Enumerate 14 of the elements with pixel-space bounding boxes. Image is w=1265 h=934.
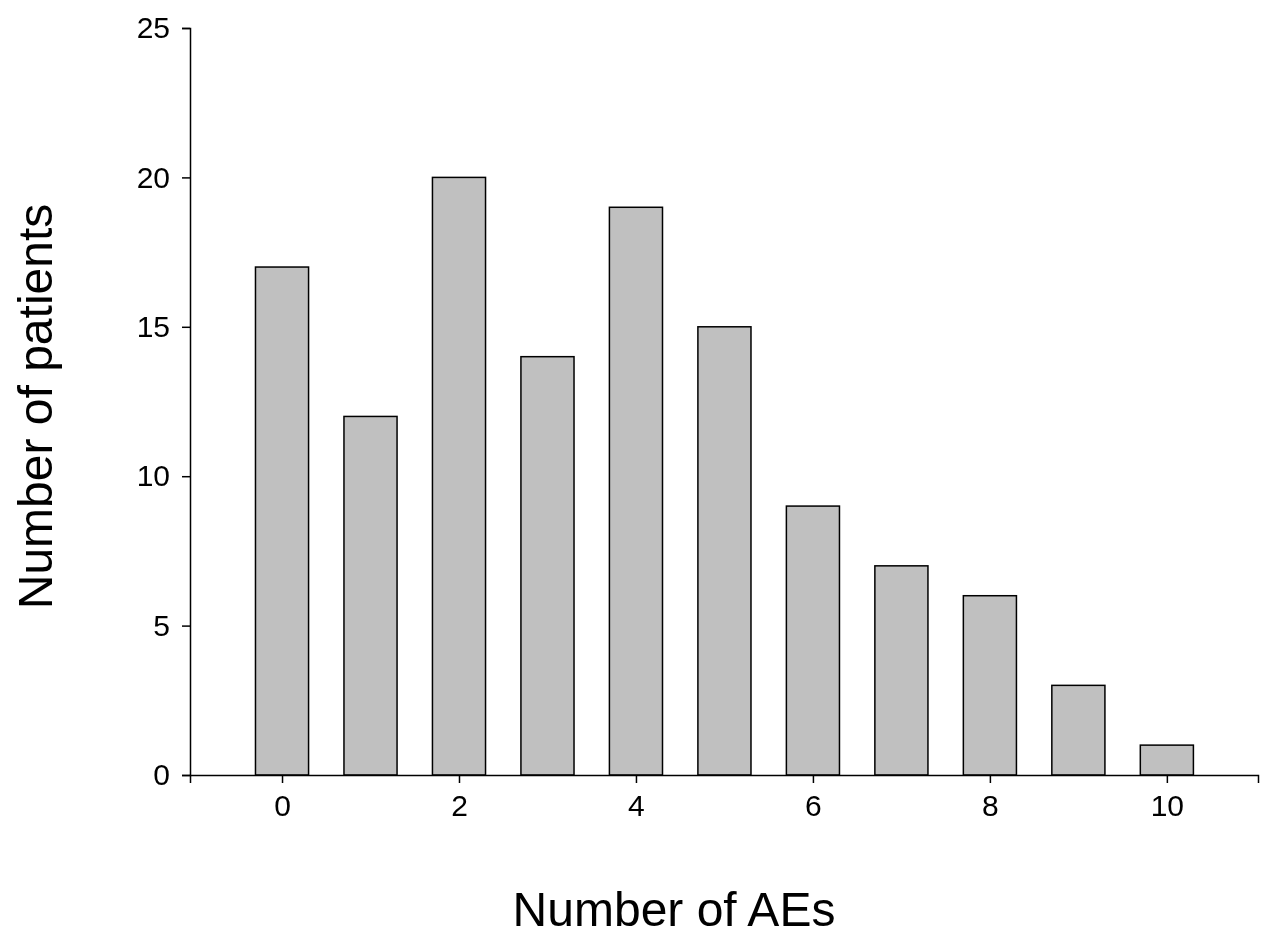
x-axis-title: Number of AEs — [512, 883, 836, 934]
y-tick-label: 10 — [136, 459, 170, 493]
x-tick-label: 4 — [628, 789, 645, 823]
y-tick-label: 0 — [153, 758, 170, 792]
y-tick-label: 15 — [136, 309, 170, 343]
x-tick-label: 8 — [982, 789, 999, 823]
y-tick-label: 25 — [136, 11, 170, 45]
y-tick-label: 20 — [136, 160, 170, 194]
x-tick-label: 6 — [805, 789, 822, 823]
x-tick-label: 2 — [451, 789, 468, 823]
y-tick-label: 5 — [153, 608, 170, 642]
x-tick-label: 10 — [1150, 789, 1185, 823]
y-axis-title: Number of patients — [9, 203, 62, 610]
x-tick-label: 0 — [274, 789, 291, 823]
